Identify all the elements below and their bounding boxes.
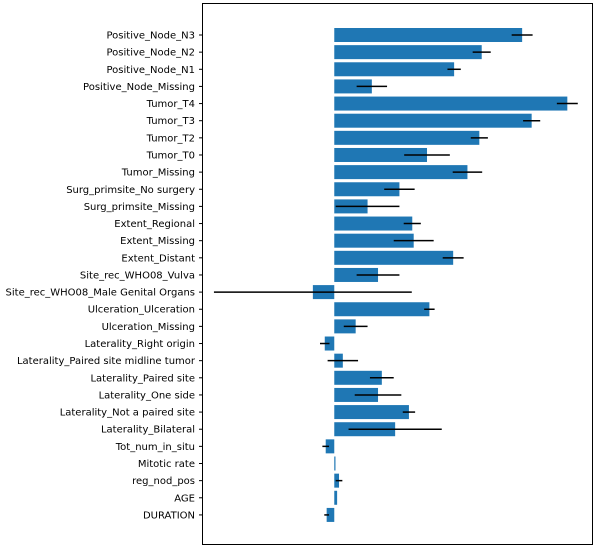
y-tick-label: Positive_Node_N3 bbox=[107, 31, 196, 42]
y-tick-label: Positive_Node_N2 bbox=[107, 48, 196, 59]
bar bbox=[325, 439, 335, 454]
bar bbox=[334, 267, 379, 282]
y-tick-label: AGE bbox=[174, 493, 195, 504]
y-axis-ticks: Positive_Node_N3 Positive_Node_N2 Positive… bbox=[6, 31, 203, 521]
y-tick-label: Tot_num_in_situ bbox=[115, 442, 195, 453]
bar bbox=[324, 336, 335, 351]
y-tick-label: Laterality_Paired site midline tumor bbox=[17, 356, 196, 367]
y-tick-label: Laterality_One side bbox=[99, 390, 195, 401]
bar bbox=[334, 28, 523, 42]
bar bbox=[334, 45, 482, 60]
y-tick-label: Extent_Missing bbox=[120, 236, 195, 247]
y-tick-label: Surg_primsite_Missing bbox=[84, 202, 195, 213]
bar bbox=[334, 370, 382, 385]
bar bbox=[334, 79, 372, 94]
bar bbox=[334, 490, 338, 505]
y-tick-label: Tumor_T2 bbox=[146, 133, 195, 144]
bar bbox=[334, 113, 532, 128]
bar bbox=[334, 216, 413, 231]
bar bbox=[326, 507, 335, 522]
y-tick-label: Extent_Regional bbox=[114, 219, 195, 230]
y-tick-label: Mitotic rate bbox=[138, 459, 195, 470]
y-tick-label: Tumor_T0 bbox=[146, 150, 195, 161]
y-tick-label: Laterality_Not a paired site bbox=[60, 408, 195, 419]
y-tick-label: Surg_primsite_No surgery bbox=[66, 185, 195, 196]
bar bbox=[334, 302, 430, 317]
y-tick-label: Ulceration_Missing bbox=[102, 322, 195, 333]
bar bbox=[334, 96, 568, 111]
y-tick-label: Positive_Node_Missing bbox=[83, 82, 195, 93]
y-tick-label: reg_nod_pos bbox=[132, 476, 195, 487]
y-tick-label: Extent_Distant bbox=[121, 253, 195, 264]
y-tick-label: Laterality_Bilateral bbox=[101, 425, 195, 436]
bar bbox=[334, 405, 409, 420]
bar bbox=[334, 233, 414, 248]
y-tick-label: Positive_Node_N1 bbox=[107, 65, 196, 76]
y-tick-label: Tumor_T4 bbox=[146, 99, 195, 110]
bar bbox=[334, 456, 336, 471]
y-tick-label: Site_rec_WHO08_Male Genital Organs bbox=[6, 288, 195, 299]
y-tick-label: Site_rec_WHO08_Vulva bbox=[80, 270, 195, 281]
bar bbox=[334, 62, 455, 77]
y-tick-label: DURATION bbox=[143, 510, 195, 521]
bars-group bbox=[312, 28, 568, 522]
y-tick-label: Tumor_Missing bbox=[121, 168, 195, 179]
bar bbox=[334, 130, 480, 145]
y-tick-label: Laterality_Right origin bbox=[85, 339, 195, 350]
error-bars-group bbox=[213, 34, 578, 516]
bar bbox=[334, 182, 400, 197]
plot-area bbox=[202, 3, 593, 545]
y-tick-label: Ulceration_Ulceration bbox=[88, 305, 195, 316]
y-tick-label: Laterality_Paired site bbox=[90, 373, 195, 384]
bar bbox=[334, 147, 428, 162]
bar bbox=[334, 165, 468, 180]
bar bbox=[334, 250, 454, 265]
y-tick-label: Tumor_T3 bbox=[146, 116, 195, 127]
